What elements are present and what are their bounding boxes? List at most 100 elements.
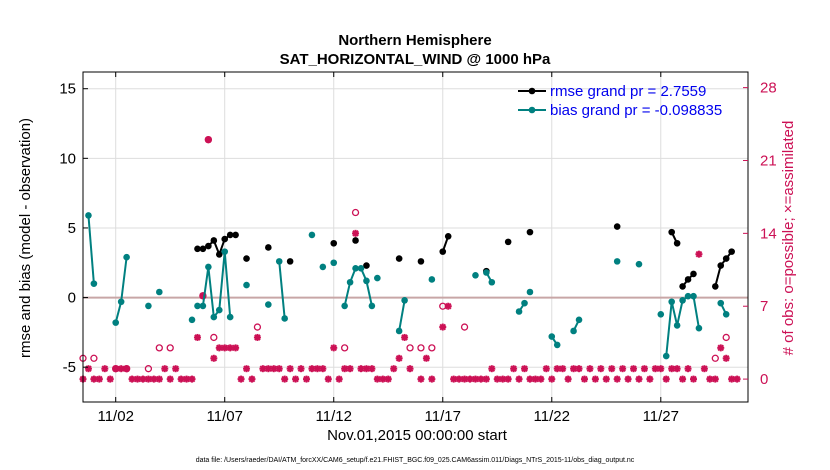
assimilated-obs-stroke bbox=[559, 365, 566, 372]
bias-point bbox=[553, 341, 561, 349]
assimilated-obs-stroke bbox=[532, 375, 539, 383]
assimilated-obs-marker bbox=[341, 365, 349, 373]
assimilated-obs-stroke bbox=[461, 375, 468, 383]
assimilated-obs-marker bbox=[695, 250, 703, 258]
rmse-point bbox=[690, 270, 697, 278]
assimilated-obs-marker bbox=[428, 375, 436, 383]
x-axis-label: Nov.01,2015 00:00:00 start bbox=[327, 427, 508, 444]
assimilated-obs-stroke bbox=[243, 365, 250, 372]
assimilated-obs-stroke bbox=[161, 365, 169, 372]
assimilated-obs-marker bbox=[406, 365, 414, 373]
assimilated-obs-stroke bbox=[548, 375, 556, 383]
possible-obs-marker bbox=[144, 365, 153, 373]
assimilated-obs-marker bbox=[330, 344, 338, 352]
assimilated-obs-marker bbox=[548, 375, 556, 383]
possible-obs-marker bbox=[711, 354, 719, 362]
assimilated-obs-stroke bbox=[177, 375, 185, 383]
assimilated-obs-stroke bbox=[237, 375, 245, 383]
x-tick-label: 11/27 bbox=[643, 408, 679, 425]
rmse-point bbox=[199, 245, 207, 253]
assimilated-obs-stroke bbox=[341, 365, 348, 372]
assimilated-obs-stroke bbox=[406, 365, 414, 372]
rmse-line bbox=[714, 251, 733, 287]
bias-point bbox=[319, 263, 327, 271]
assimilated-obs-marker bbox=[188, 375, 196, 383]
assimilated-obs-marker bbox=[292, 375, 300, 383]
assimilated-obs-marker bbox=[281, 375, 289, 383]
bias-point bbox=[722, 310, 730, 318]
assimilated-obs-stroke bbox=[106, 375, 114, 383]
bias-point bbox=[515, 308, 523, 315]
bias-point bbox=[717, 299, 725, 307]
assimilated-obs-marker bbox=[308, 365, 316, 373]
assimilated-obs-stroke bbox=[401, 334, 408, 341]
assimilated-obs-marker bbox=[444, 302, 452, 310]
assimilated-obs-stroke bbox=[101, 365, 109, 372]
assimilated-obs-stroke bbox=[722, 354, 730, 362]
bias-point bbox=[635, 260, 643, 268]
assimilated-obs-marker bbox=[570, 365, 578, 373]
assimilated-obs-stroke bbox=[96, 375, 103, 383]
rmse-point bbox=[728, 248, 735, 255]
rmse-point bbox=[286, 258, 294, 265]
assimilated-obs-stroke bbox=[210, 354, 218, 362]
possible-obs-marker bbox=[155, 344, 163, 352]
legend: rmse grand pr = 2.7559 bias grand pr = -0… bbox=[518, 83, 722, 119]
assimilated-obs-marker bbox=[368, 365, 376, 373]
rmse-point bbox=[717, 262, 725, 269]
bias-point bbox=[428, 276, 436, 283]
assimilated-obs-marker bbox=[521, 365, 529, 373]
assimilated-obs-stroke bbox=[221, 344, 229, 352]
assimilated-obs-stroke bbox=[673, 365, 681, 372]
assimilated-obs-marker bbox=[624, 375, 632, 383]
assimilated-obs-stroke bbox=[275, 365, 283, 372]
assimilated-obs-stroke bbox=[543, 365, 550, 372]
assimilated-obs-stroke bbox=[488, 365, 496, 372]
assimilated-obs-stroke bbox=[357, 365, 365, 372]
assimilated-obs-marker bbox=[526, 375, 534, 383]
rmse-point bbox=[417, 258, 425, 265]
assimilated-obs-marker bbox=[504, 375, 512, 383]
possible-obs-marker bbox=[90, 354, 98, 362]
assimilated-obs-marker bbox=[559, 365, 567, 373]
assimilated-obs-stroke bbox=[657, 365, 665, 372]
bias-point bbox=[673, 322, 681, 329]
assimilated-obs-marker bbox=[275, 365, 283, 373]
assimilated-obs-marker bbox=[155, 375, 163, 383]
right-tick-label: 14 bbox=[760, 225, 777, 242]
bias-line bbox=[398, 300, 406, 332]
assimilated-obs-stroke bbox=[483, 375, 490, 383]
rmse-legend-label: rmse grand pr = 2.7559 bbox=[550, 83, 706, 100]
assimilated-obs-stroke bbox=[455, 375, 463, 383]
bias-point bbox=[668, 298, 675, 306]
assimilated-obs-stroke bbox=[390, 365, 398, 372]
bias-point bbox=[346, 278, 354, 286]
assimilated-obs-stroke bbox=[733, 375, 741, 383]
assimilated-obs-marker bbox=[640, 365, 648, 373]
assimilated-obs-stroke bbox=[652, 365, 659, 372]
y-tick-label: -5 bbox=[63, 359, 76, 376]
possible-obs-marker bbox=[253, 323, 262, 331]
assimilated-obs-stroke bbox=[156, 375, 163, 383]
assimilated-obs-stroke bbox=[630, 365, 637, 372]
bias-point bbox=[472, 271, 479, 279]
assimilated-obs-stroke bbox=[303, 375, 310, 383]
assimilated-obs-marker bbox=[608, 365, 616, 373]
assimilated-obs-marker bbox=[591, 375, 599, 383]
bias-point bbox=[526, 288, 534, 296]
assimilated-obs-stroke bbox=[597, 365, 605, 372]
possible-obs-marker bbox=[340, 344, 349, 352]
rmse-point bbox=[673, 239, 681, 247]
assimilated-obs-stroke bbox=[493, 375, 501, 383]
assimilated-obs-stroke bbox=[423, 354, 430, 362]
bias-point bbox=[395, 327, 403, 335]
bias-point bbox=[123, 253, 130, 261]
assimilated-obs-stroke bbox=[286, 365, 294, 372]
assimilated-obs-stroke bbox=[619, 365, 626, 372]
bias-point bbox=[145, 302, 152, 310]
bias-point bbox=[156, 288, 163, 296]
rmse-point bbox=[265, 244, 272, 251]
rmse-point bbox=[363, 262, 370, 269]
plot-frame bbox=[82, 71, 749, 403]
